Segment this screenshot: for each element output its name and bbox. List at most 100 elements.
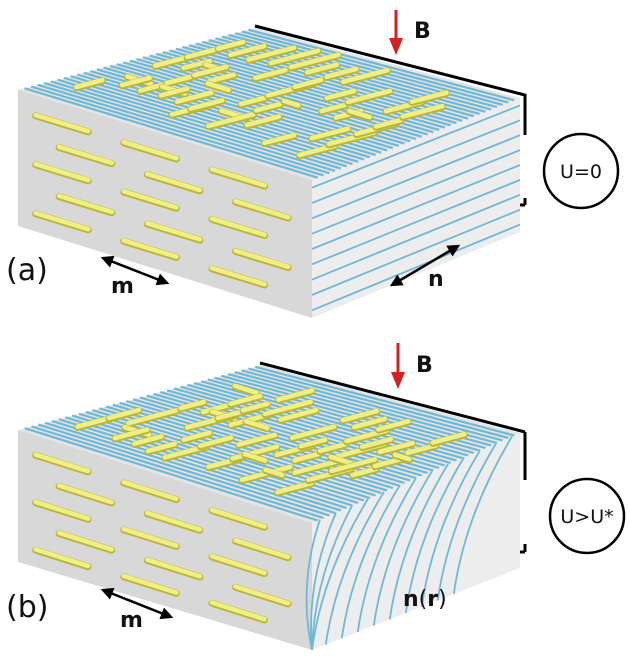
magnetic-rod (205, 81, 231, 93)
magnetic-rod (345, 88, 393, 105)
magnetic-rod (209, 216, 267, 238)
lc-fiber (173, 387, 446, 467)
lc-fiber-side (311, 193, 521, 281)
director-label-b-main: n (403, 587, 419, 612)
easy-axis-label-b: m (120, 608, 143, 633)
magnetic-rod (188, 98, 225, 111)
magnetic-rod (347, 108, 372, 120)
magnetic-rod (228, 393, 263, 407)
field-arrow-icon (391, 343, 405, 389)
magnetic-rod (392, 452, 412, 462)
lc-fiber-side (311, 179, 521, 266)
magnetic-rod (145, 441, 178, 454)
field-label-a: B (414, 19, 431, 44)
lc-fiber (136, 57, 417, 141)
lc-fiber-side (311, 104, 521, 189)
lc-fiber (241, 369, 503, 442)
magnetic-rod (232, 383, 259, 396)
magnetic-rod (329, 457, 378, 474)
lc-fiber (234, 371, 498, 445)
magnetic-rod (350, 466, 379, 478)
lc-fiber-side (311, 498, 369, 651)
magnetic-rod (215, 39, 246, 51)
lc-fiber (180, 385, 451, 465)
magnetic-rod (233, 248, 291, 270)
magnetic-rod (233, 198, 291, 220)
magnetic-rod (56, 193, 115, 215)
magnetic-rod (209, 166, 267, 188)
lc-fiber (221, 374, 486, 450)
director-label-a: n (428, 267, 444, 292)
magnetic-rod (56, 144, 115, 166)
magnetic-rod (244, 114, 282, 128)
lc-fiber-side (372, 470, 433, 626)
lc-fiber (44, 82, 336, 172)
panel-label-b: (b) (6, 590, 48, 625)
magnetic-rod (304, 62, 340, 75)
magnetic-rod (209, 600, 267, 622)
slab-side-a (312, 98, 520, 318)
magnetic-rod (145, 171, 203, 193)
magnetic-rods-front-b (32, 451, 292, 624)
magnetic-rod (121, 526, 179, 548)
magnetic-rod (289, 424, 337, 441)
slab-side-b (312, 433, 520, 650)
lc-fiber (24, 427, 319, 522)
lc-fiber-side (324, 491, 385, 645)
lc-fiber-side (340, 484, 401, 639)
lc-fiber-side (311, 164, 521, 250)
lc-fiber-side (388, 463, 449, 620)
lc-fiber (65, 416, 353, 507)
magnetic-rod (209, 507, 267, 529)
lc-fiber-side (356, 477, 417, 633)
director-label-b-arg: r (427, 587, 438, 612)
lc-fiber (129, 59, 411, 143)
magnetic-rod (184, 46, 220, 60)
magnetic-rod (56, 483, 114, 505)
lc-fiber-side (305, 519, 321, 651)
magnetic-rod (174, 90, 214, 104)
magnetic-rod (328, 454, 353, 466)
lc-fiber (63, 76, 353, 166)
lc-fiber (214, 376, 480, 452)
lc-fiber-side (311, 119, 521, 204)
director-label-b: n(r) (403, 587, 447, 612)
magnetic-rod (430, 431, 467, 445)
magnetic-rod (209, 553, 267, 576)
magnetic-rod (236, 432, 278, 447)
lc-fiber-side (436, 442, 497, 601)
easy-axis-label-a: m (111, 274, 134, 299)
magnetic-rod (33, 499, 91, 521)
magnetic-rods-top-a (72, 39, 451, 160)
magnetic-rod (246, 45, 297, 62)
magnetic-rod (281, 98, 301, 108)
lc-fiber (248, 28, 515, 102)
lc-fiber (57, 78, 347, 168)
meter-label-a: U=0 (560, 161, 602, 183)
magnetic-rod (319, 102, 348, 114)
lc-fiber (254, 365, 515, 437)
slab-b (18, 365, 520, 651)
magnetic-rod (121, 139, 179, 161)
magnetic-rod (145, 557, 203, 579)
lc-fiber (123, 61, 405, 145)
lc-fiber-side (404, 456, 465, 614)
panel-a: B U=0 (a) m n (6, 10, 620, 318)
magnetic-rod (119, 75, 153, 88)
lc-fiber-side (420, 449, 481, 607)
magnetic-rod (309, 126, 351, 141)
magnetic-rod (275, 480, 314, 495)
magnetic-rod (377, 440, 416, 455)
magnetic-rod (238, 95, 269, 107)
lc-fiber (37, 83, 330, 175)
magnetic-rod (340, 408, 380, 423)
magnetic-rod (131, 434, 164, 447)
lc-fiber (228, 33, 498, 109)
meter-label-b: U>U* (560, 506, 613, 528)
magnetic-rod (233, 584, 291, 606)
lc-fiber (241, 30, 509, 104)
lc-fiber (30, 85, 324, 177)
magnetic-rod (240, 401, 270, 413)
magnetic-rod (33, 452, 91, 474)
